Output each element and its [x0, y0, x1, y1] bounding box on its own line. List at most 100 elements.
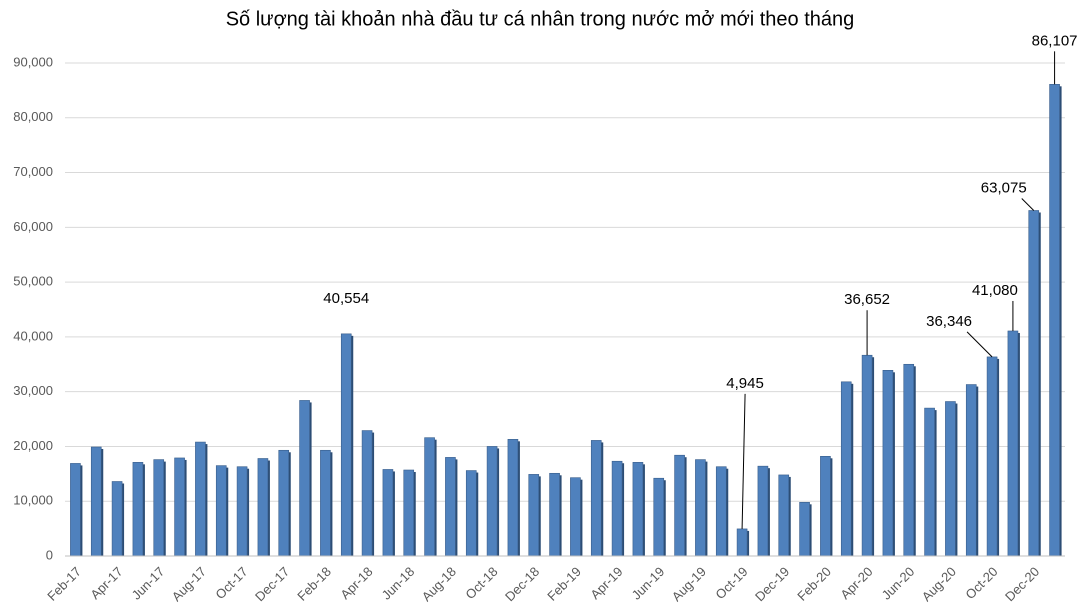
bar-side: [142, 464, 145, 556]
x-tick-label: Dec-19: [752, 564, 792, 604]
bar-side: [559, 475, 562, 556]
y-tick-label: 90,000: [13, 54, 53, 69]
bar-side: [934, 410, 937, 556]
bar: [674, 454, 685, 557]
y-tick-label: 30,000: [13, 383, 53, 398]
bar-side: [476, 472, 479, 556]
bar: [465, 470, 477, 557]
y-tick-label: 80,000: [13, 109, 53, 124]
bar-side: [955, 403, 958, 556]
x-tick-label: Feb-17: [44, 564, 84, 604]
bar-side: [538, 476, 541, 556]
y-tick-label: 0: [46, 547, 53, 562]
bar: [111, 481, 123, 557]
x-tick-label: Apr-17: [87, 564, 125, 602]
bar: [924, 407, 935, 557]
bar-side: [788, 476, 791, 556]
bar-side: [872, 357, 875, 556]
x-tick-label: Feb-18: [294, 564, 334, 604]
bar-side: [434, 439, 437, 556]
bar-side: [205, 444, 208, 556]
bar: [70, 463, 81, 557]
value-label: 4,945: [726, 375, 764, 392]
bar: [820, 456, 831, 557]
bar: [611, 460, 623, 557]
x-tick-label: Dec-18: [502, 564, 542, 604]
bar: [320, 449, 331, 557]
bar: [403, 469, 415, 557]
bar: [132, 462, 144, 557]
x-tick-label: Feb-20: [794, 564, 834, 604]
bar: [715, 466, 727, 557]
value-label: 36,652: [844, 291, 890, 308]
x-tick-label: Jun-19: [629, 564, 668, 603]
bar-side: [455, 459, 458, 556]
bar: [570, 477, 581, 557]
bar: [653, 477, 665, 557]
y-tick-label: 50,000: [13, 274, 53, 289]
bar-side: [767, 468, 770, 556]
bar: [257, 458, 269, 557]
bar-side: [497, 448, 500, 556]
bar-side: [372, 432, 375, 556]
bar: [965, 384, 977, 557]
bar: [695, 459, 706, 557]
bar: [528, 474, 540, 557]
bar-side: [830, 458, 833, 556]
bar: [986, 356, 998, 557]
bar: [861, 354, 873, 557]
y-tick-label: 40,000: [13, 328, 53, 343]
bar-side: [392, 471, 395, 556]
bar: [1007, 330, 1019, 557]
bar: [903, 363, 915, 557]
bar-side: [851, 383, 854, 556]
x-tick-label: Aug-18: [419, 564, 459, 604]
x-tick-label: Apr-20: [837, 564, 875, 602]
bar-side: [663, 480, 666, 556]
x-tick-label: Apr-19: [587, 564, 625, 602]
bar-side: [330, 452, 333, 556]
x-tick-label: Oct-19: [712, 564, 750, 602]
bar-side: [684, 457, 687, 556]
bar-side: [101, 448, 104, 556]
bar: [799, 502, 810, 557]
leader-line: [966, 331, 993, 358]
bar-side: [1017, 332, 1020, 556]
bar-side: [1059, 86, 1062, 557]
x-tick-label: Oct-20: [962, 564, 1000, 602]
x-tick-label: Aug-19: [669, 564, 709, 604]
x-tick-label: Feb-19: [544, 564, 584, 604]
y-tick-label: 20,000: [13, 438, 53, 453]
bar-side: [997, 358, 1000, 556]
bar: [882, 370, 894, 557]
bar-side: [309, 402, 312, 556]
x-tick-label: Jun-20: [879, 564, 918, 603]
bar: [278, 449, 290, 557]
bar: [340, 333, 352, 557]
leader-line: [1021, 198, 1035, 211]
value-label: 36,346: [926, 313, 972, 330]
bar-side: [642, 464, 645, 556]
bar: [1028, 210, 1040, 557]
bar: [590, 440, 602, 557]
bar-side: [809, 504, 812, 556]
x-tick-label: Oct-17: [212, 564, 250, 602]
bar-side: [184, 459, 187, 556]
bar-side: [80, 465, 83, 556]
bar: [236, 466, 248, 557]
bar-side: [976, 386, 979, 556]
bar: [945, 401, 956, 557]
leader-line: [741, 393, 746, 529]
bar-side: [267, 460, 270, 556]
x-tick-label: Oct-18: [462, 564, 500, 602]
bar-side: [726, 468, 729, 556]
bar-side: [580, 479, 583, 556]
y-tick-label: 70,000: [13, 164, 53, 179]
x-tick-label: Dec-20: [1002, 564, 1042, 604]
bar-side: [163, 461, 166, 556]
value-label: 41,080: [972, 282, 1018, 299]
bar-side: [747, 530, 750, 556]
bar: [382, 469, 394, 557]
bar: [195, 441, 206, 557]
